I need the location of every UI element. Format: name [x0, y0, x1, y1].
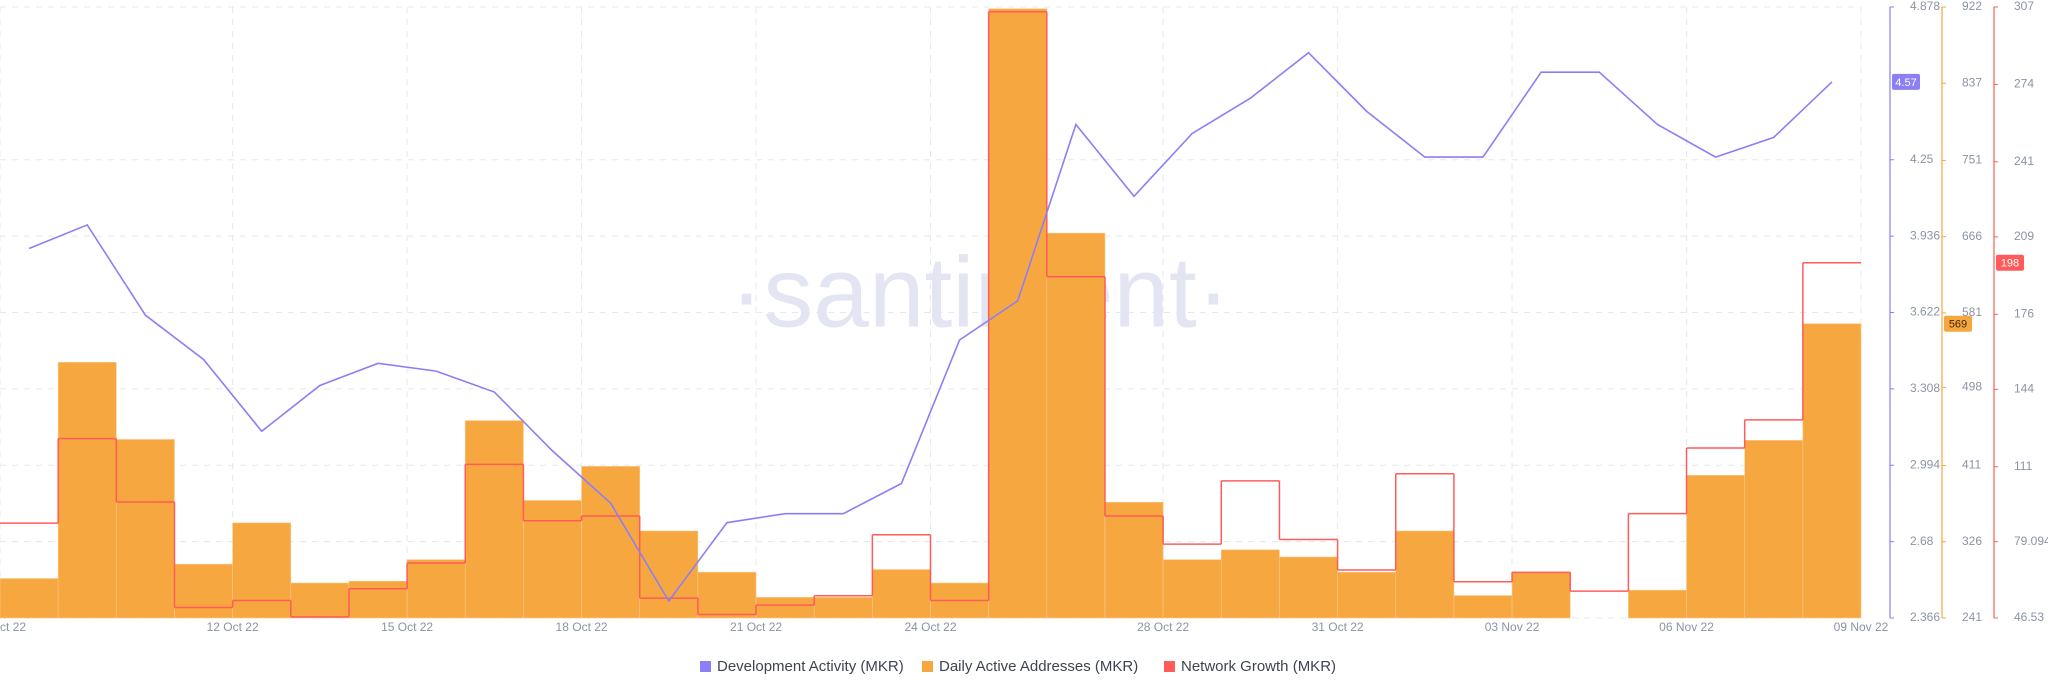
x-tick-label: 18 Oct 22: [556, 620, 608, 634]
bar: [1337, 571, 1397, 619]
y-tick-label: 751: [1962, 153, 1982, 167]
bar: [1453, 595, 1513, 619]
step-series: [0, 10, 1861, 618]
bar: [1802, 323, 1862, 619]
x-tick-label: 21 Oct 22: [730, 620, 782, 634]
y-tick-label: 274: [2014, 77, 2034, 91]
bar: [813, 597, 873, 619]
y-tick-label: 3.308: [1910, 381, 1940, 395]
y-tick-label: 307: [2014, 0, 2034, 13]
bar: [872, 569, 931, 619]
legend-swatch: [922, 661, 933, 672]
x-tick-label: 08 Oct 22: [0, 620, 26, 634]
bar: [57, 361, 117, 619]
bar: [697, 571, 757, 619]
y-tick-label: 2.68: [1910, 534, 1934, 548]
legend-label: Development Activity (MKR): [717, 658, 904, 675]
bar: [1220, 549, 1280, 619]
y-tick-label: 666: [1962, 229, 1982, 243]
y-tick-label: 144: [2014, 382, 2034, 396]
bar: [1395, 530, 1455, 619]
bar: [581, 466, 641, 619]
legend-label: Daily Active Addresses (MKR): [939, 658, 1138, 675]
bar: [174, 563, 233, 619]
line: [28, 51, 1833, 603]
y-tick-label: 176: [2014, 306, 2034, 320]
bar: [464, 420, 524, 619]
x-tick-label: 15 Oct 22: [381, 620, 433, 634]
x-tick-label: 06 Nov 22: [1659, 620, 1714, 634]
x-tick-label: 31 Oct 22: [1312, 620, 1364, 634]
y-tick-label: 111: [2014, 459, 2033, 473]
x-tick-label: 12 Oct 22: [207, 620, 259, 634]
y-tick-label: 498: [1962, 380, 1982, 394]
bar: [1628, 589, 1687, 619]
bar: [523, 500, 582, 619]
last-value-label: 198: [2001, 258, 2019, 270]
bar: [290, 582, 350, 619]
last-value-badge: [1996, 254, 2024, 271]
x-tick-label: 09 Nov 22: [1834, 620, 1889, 634]
bar: [988, 8, 1048, 619]
legend-label: Network Growth (MKR): [1181, 658, 1336, 675]
y-tick-label: 3.936: [1910, 228, 1940, 242]
bar: [1686, 475, 1745, 619]
y-tick-label: 46.53: [2014, 610, 2044, 624]
bar: [0, 578, 59, 619]
bar: [232, 522, 292, 619]
y-tick-label: 326: [1962, 534, 1982, 548]
last-value-label: 4.57: [1895, 77, 1916, 89]
bar-series: [0, 8, 1862, 619]
last-value-label: 569: [1949, 319, 1967, 331]
y-tick-label: 2.366: [1910, 610, 1940, 624]
last-value-badge: [1944, 315, 1972, 332]
y-tick-label: 79.094: [2014, 534, 2048, 548]
y-tick-label: 209: [2014, 229, 2034, 243]
legend-swatch: [700, 661, 711, 672]
x-tick-label: 03 Nov 22: [1485, 620, 1540, 634]
watermark: ·santiment·: [730, 236, 1230, 348]
y-tick-label: 241: [2014, 154, 2034, 168]
bar: [1162, 559, 1222, 619]
bar: [1104, 501, 1164, 619]
y-tick-label: 922: [1962, 0, 1982, 13]
bar: [1046, 232, 1106, 619]
y-tick-label: 241: [1962, 610, 1982, 624]
bar: [1279, 556, 1338, 619]
bar: [406, 559, 466, 619]
bar: [1511, 571, 1571, 619]
y-tick-label: 581: [1962, 305, 1982, 319]
y-tick-label: 837: [1962, 75, 1982, 89]
y-tick-label: 4.878: [1910, 0, 1940, 13]
bar: [348, 580, 408, 619]
x-tick-label: 28 Oct 22: [1137, 620, 1189, 634]
y-tick-label: 3.622: [1910, 305, 1940, 319]
y-tick-label: 2.994: [1910, 457, 1940, 471]
bar: [1744, 440, 1804, 619]
bar: [755, 597, 815, 619]
legend-swatch: [1164, 661, 1175, 672]
y-tick-label: 4.25: [1910, 152, 1934, 166]
y-tick-label: 411: [1962, 458, 1981, 472]
x-tick-label: 24 Oct 22: [904, 620, 956, 634]
last-value-badge: [1892, 73, 1920, 90]
bar: [116, 439, 175, 619]
